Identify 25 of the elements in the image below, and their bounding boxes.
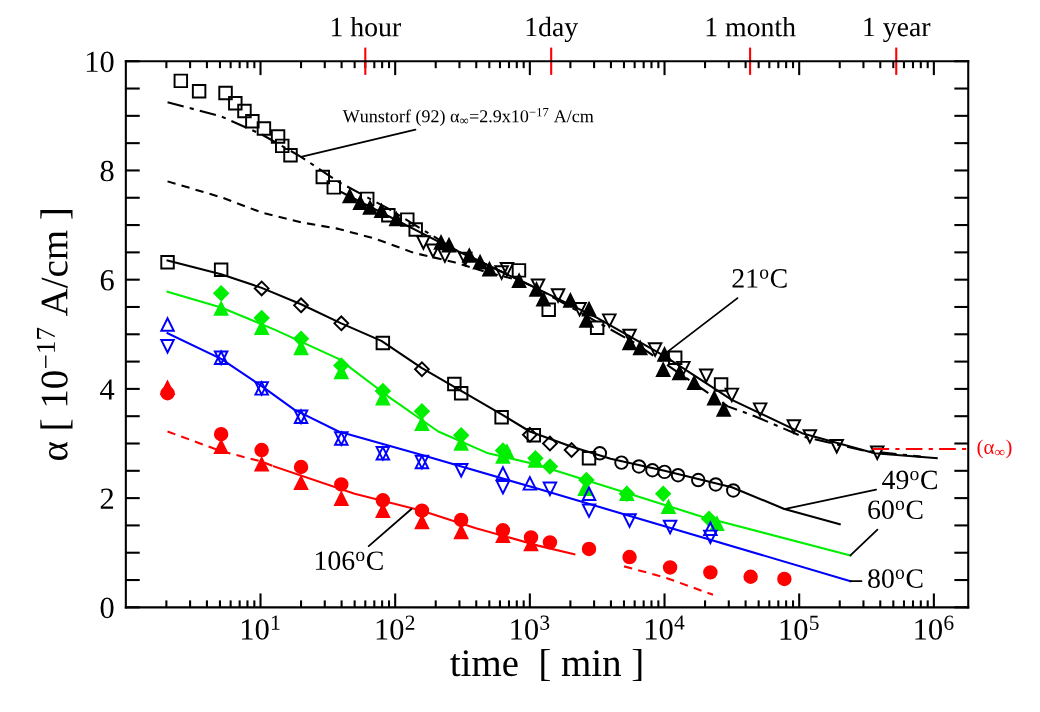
x-tick-label: 10$^{1}$ — [241, 615, 280, 640]
x-tick-label: 10$^{4}$ — [645, 615, 685, 640]
ref-line-label: 1 month — [706, 16, 796, 37]
series-label: (α$_{∞}$) — [977, 439, 1012, 459]
annotation: 80$^{o}$C — [868, 569, 923, 588]
ref-line-label: 1 hour — [331, 16, 401, 37]
y-tick-label: 4 — [100, 379, 115, 400]
y-tick-label: 6 — [100, 270, 114, 291]
x-tick-label: 10$^{2}$ — [376, 615, 415, 640]
ref-line-label: 1day — [526, 16, 579, 43]
annotation: Wunstorf (92) α$_{∞}$=2.9x10$^{−17}$ A/cm — [342, 108, 594, 126]
annotation: 60$^{o}$C — [868, 500, 923, 520]
x-tick-label: 10$^{6}$ — [915, 615, 954, 640]
x-tick-label: 10$^{3}$ — [511, 615, 550, 640]
annotation: 106$^{o}$C — [315, 551, 383, 571]
x-axis-title: time [ min ] — [450, 648, 642, 682]
y-tick-label: 2 — [100, 488, 114, 509]
y-axis-title: α [ 10$^{−17}$ A/cm ] — [36, 210, 73, 460]
y-tick-label: 10 — [86, 51, 114, 73]
annotation: 21$^{o}$C — [732, 269, 787, 288]
x-tick-label: 10$^{5}$ — [780, 615, 819, 640]
y-tick-label: 0 — [100, 597, 114, 619]
annotation: 49$^{o}$C — [882, 470, 937, 490]
ref-line-label: 1 year — [864, 17, 931, 43]
y-tick-label: 8 — [100, 160, 114, 182]
